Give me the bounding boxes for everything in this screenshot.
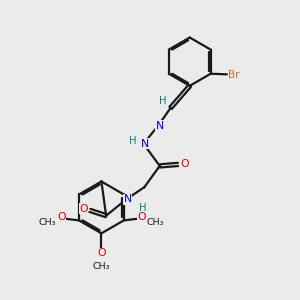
Text: CH₃: CH₃ <box>38 218 56 227</box>
Text: H: H <box>139 203 146 213</box>
Text: CH₃: CH₃ <box>147 218 164 227</box>
Text: O: O <box>57 212 66 222</box>
Text: N: N <box>124 194 132 205</box>
Text: CH₃: CH₃ <box>93 262 110 271</box>
Text: O: O <box>97 248 106 258</box>
Text: O: O <box>79 204 88 214</box>
Text: H: H <box>129 136 136 146</box>
Text: O: O <box>137 212 146 222</box>
Text: N: N <box>141 139 149 149</box>
Text: O: O <box>180 159 189 170</box>
Text: N: N <box>156 121 164 130</box>
Text: Br: Br <box>229 70 240 80</box>
Text: H: H <box>159 96 166 106</box>
